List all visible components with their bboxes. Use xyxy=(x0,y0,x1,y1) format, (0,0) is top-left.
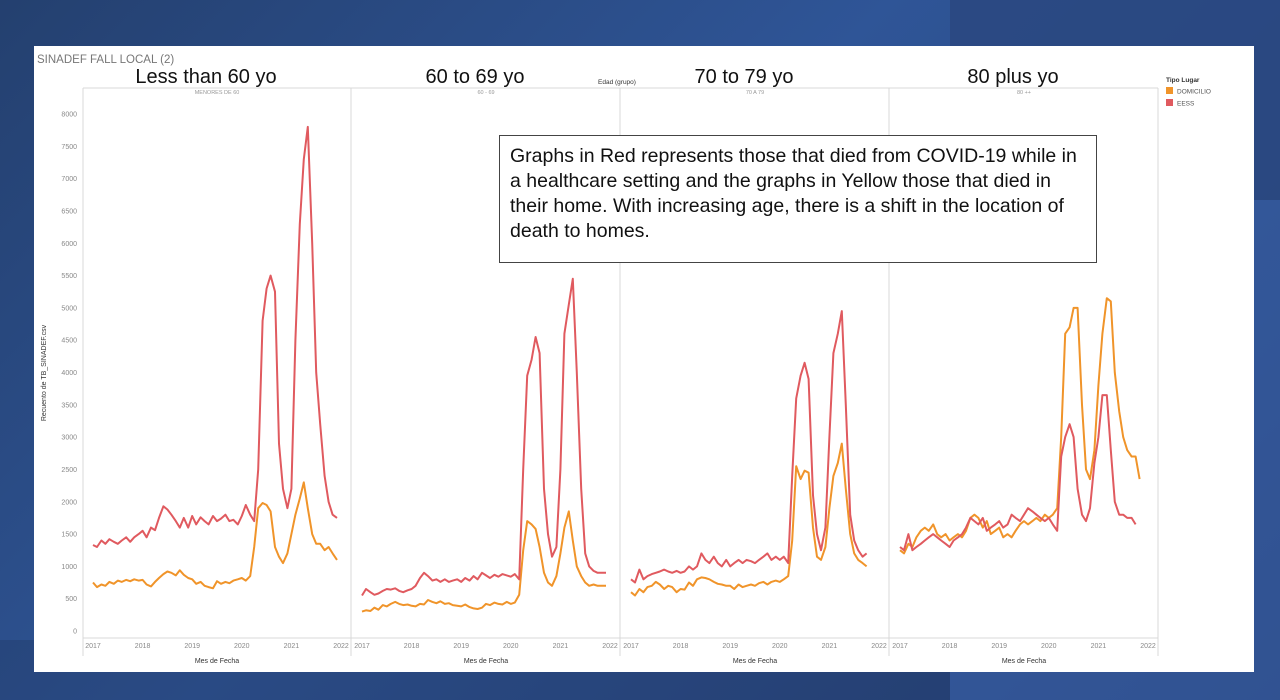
y-tick-label: 500 xyxy=(65,596,77,603)
x-tick-label: 2022 xyxy=(871,643,887,650)
panel-title: 80 plus yo xyxy=(967,66,1058,88)
y-tick-label: 8000 xyxy=(61,112,77,119)
x-tick-label: 2020 xyxy=(234,643,250,650)
x-tick-label: 2020 xyxy=(503,643,519,650)
y-tick-label: 6000 xyxy=(61,241,77,248)
x-tick-label: 2017 xyxy=(354,643,370,650)
y-tick-label: 6500 xyxy=(61,208,77,215)
x-tick-label: 2019 xyxy=(722,643,738,650)
series-line-eess xyxy=(361,277,606,597)
y-tick-label: 1500 xyxy=(61,532,77,539)
panel-subtitle: 70 A 79 xyxy=(746,90,764,96)
panel-subtitle: 80 ++ xyxy=(1017,90,1031,96)
sheet-title: SINADEF FALL LOCAL (2) xyxy=(37,54,174,66)
x-tick-label: 2021 xyxy=(1091,643,1107,650)
legend-title: Tipo Lugar xyxy=(1166,77,1200,84)
series-line-eess xyxy=(92,125,338,548)
x-axis-label: Mes de Fecha xyxy=(733,658,777,665)
y-tick-label: 0 xyxy=(73,629,77,636)
annotation-callout: Graphs in Red represents those that died… xyxy=(499,135,1097,263)
x-tick-label: 2020 xyxy=(1041,643,1057,650)
line-chart: SINADEF FALL LOCAL (2) Edad (grupo) Recuen… xyxy=(37,54,1211,665)
x-tick-label: 2017 xyxy=(892,643,908,650)
x-tick-label: 2020 xyxy=(772,643,788,650)
panel-title: 70 to 79 yo xyxy=(695,66,794,88)
y-tick-label: 2000 xyxy=(61,499,77,506)
panel-title: 60 to 69 yo xyxy=(426,66,525,88)
x-tick-label: 2018 xyxy=(404,643,420,650)
x-tick-label: 2017 xyxy=(85,643,101,650)
series-line-eess xyxy=(899,394,1137,552)
panel-subtitle: MENORES DE 60 xyxy=(195,90,240,96)
y-axis-label: Recuento de TB_SINADEF.csv xyxy=(41,324,48,421)
series-line-domicilio xyxy=(899,297,1141,555)
x-tick-label: 2019 xyxy=(991,643,1007,650)
series-line-domicilio xyxy=(630,442,868,597)
column-header: Edad (grupo) xyxy=(598,79,636,86)
y-tick-label: 7500 xyxy=(61,144,77,151)
x-tick-label: 2022 xyxy=(333,643,349,650)
legend-label: DOMICILIO xyxy=(1177,89,1211,96)
legend-swatch xyxy=(1166,87,1173,94)
x-axis-label: Mes de Fecha xyxy=(464,658,508,665)
y-tick-label: 4000 xyxy=(61,370,77,377)
y-tick-label: 3000 xyxy=(61,435,77,442)
x-tick-label: 2018 xyxy=(673,643,689,650)
y-tick-label: 4500 xyxy=(61,338,77,345)
series-line-domicilio xyxy=(92,481,338,590)
y-tick-label: 1000 xyxy=(61,564,77,571)
series-line-domicilio xyxy=(361,510,606,613)
x-tick-label: 2018 xyxy=(135,643,151,650)
y-tick-label: 3500 xyxy=(61,402,77,409)
panel-subtitle: 60 - 69 xyxy=(477,90,494,96)
x-axis-label: Mes de Fecha xyxy=(195,658,239,665)
x-tick-label: 2022 xyxy=(1140,643,1156,650)
x-tick-label: 2021 xyxy=(822,643,838,650)
legend-label: EESS xyxy=(1177,101,1195,108)
x-tick-label: 2021 xyxy=(284,643,300,650)
series-line-eess xyxy=(630,310,868,584)
x-tick-label: 2021 xyxy=(553,643,569,650)
y-tick-label: 2500 xyxy=(61,467,77,474)
y-tick-label: 7000 xyxy=(61,176,77,183)
x-axis-label: Mes de Fecha xyxy=(1002,658,1046,665)
x-tick-label: 2017 xyxy=(623,643,639,650)
x-tick-label: 2019 xyxy=(184,643,200,650)
chart-card: SINADEF FALL LOCAL (2) Edad (grupo) Recuen… xyxy=(34,46,1254,672)
y-tick-label: 5500 xyxy=(61,273,77,280)
x-tick-label: 2019 xyxy=(453,643,469,650)
legend-swatch xyxy=(1166,99,1173,106)
y-tick-label: 5000 xyxy=(61,305,77,312)
x-tick-label: 2018 xyxy=(942,643,958,650)
panel-title: Less than 60 yo xyxy=(135,66,276,88)
x-tick-label: 2022 xyxy=(602,643,618,650)
